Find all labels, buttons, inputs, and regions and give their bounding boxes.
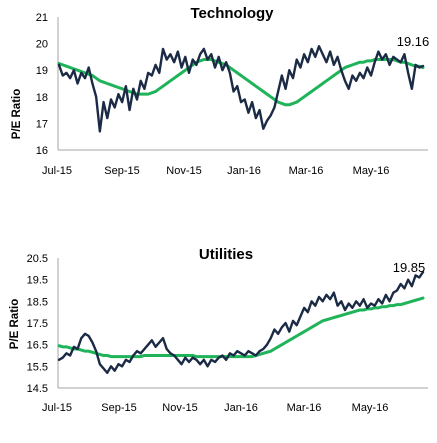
y-tick-label: 21: [36, 12, 48, 24]
x-tick-labels: Jul-15 Sep-15 Nov-15 Jan-16 Mar-16 May-16: [42, 165, 389, 177]
x-tick-label: Sep-15: [101, 402, 136, 414]
last-value-annotation: 19.85: [393, 260, 426, 275]
series-group: [57, 45, 425, 133]
y-tick-label: 19: [36, 65, 48, 77]
y-tick-label: 14.5: [27, 383, 48, 395]
y-tick-label: 20: [36, 39, 48, 51]
pe-ratio-line: [57, 45, 425, 133]
x-tick-labels: Jul-15 Sep-15 Nov-15 Jan-16 Mar-16 May-16: [42, 402, 388, 414]
series-group: [57, 270, 425, 375]
moving-average-line: [57, 58, 425, 107]
moving-average-line: [57, 296, 425, 359]
x-tick-label: Nov-15: [166, 165, 201, 177]
x-tick-label: May-16: [353, 165, 390, 177]
chart-technology: Technology P/E Ratio 16 17 18 19 20 21 Jul-15…: [11, 5, 429, 177]
y-tick-labels: 14.5 15.5 16.5 17.5 18.5 19.5 20.5: [27, 253, 48, 395]
y-tick-labels: 16 17 18 19 20 21: [36, 12, 48, 157]
y-tick-label: 16: [36, 145, 48, 157]
x-tick-label: Jul-15: [42, 165, 72, 177]
chart-title: Technology: [190, 5, 274, 22]
x-tick-label: Mar-16: [287, 402, 322, 414]
y-tick-label: 18.5: [27, 296, 48, 308]
x-tick-label: Jul-15: [42, 402, 72, 414]
y-axis-label: P/E Ratio: [11, 89, 23, 139]
x-tick-label: Jan-16: [224, 402, 258, 414]
x-tick-label: Nov-15: [162, 402, 197, 414]
pe-ratio-line: [57, 270, 425, 375]
x-tick-label: May-16: [352, 402, 389, 414]
x-tick-label: Mar-16: [289, 165, 324, 177]
y-tick-label: 20.5: [27, 253, 48, 265]
chart-utilities: Utilities P/E Ratio 14.5 15.5 16.5 17.5 18.5…: [9, 246, 428, 414]
y-tick-label: 18: [36, 92, 48, 104]
chart-title: Utilities: [199, 246, 253, 263]
last-value-annotation: 19.16: [397, 34, 430, 49]
y-tick-label: 17.5: [27, 318, 48, 330]
x-tick-label: Sep-15: [104, 165, 139, 177]
y-tick-label: 16.5: [27, 340, 48, 352]
y-tick-label: 19.5: [27, 275, 48, 287]
x-tick-label: Jan-16: [227, 165, 261, 177]
y-tick-label: 15.5: [27, 361, 48, 373]
y-tick-label: 17: [36, 118, 48, 130]
y-axis-label: P/E Ratio: [9, 299, 21, 349]
